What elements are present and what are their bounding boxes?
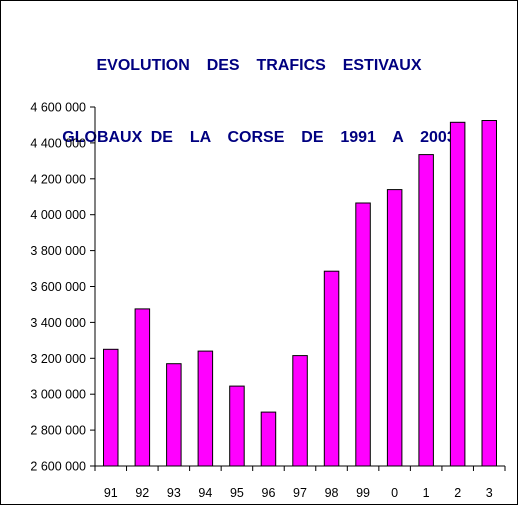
y-tick-label: 4 200 000 [30, 172, 86, 186]
bar-95 [229, 385, 245, 467]
bar-93 [166, 363, 182, 467]
x-tick-label: 98 [325, 486, 339, 500]
bar-2 [449, 121, 466, 467]
y-tick-label: 2 800 000 [30, 424, 86, 438]
bar-1 [418, 154, 434, 467]
bar-99 [355, 202, 371, 467]
y-tick-label: 3 400 000 [30, 316, 86, 330]
y-tick-label: 3 200 000 [30, 352, 86, 366]
x-tick-label: 96 [262, 486, 276, 500]
chart-title-line-1: EVOLUTION DES TRAFICS ESTIVAUX [96, 57, 422, 74]
x-tick-label: 91 [104, 486, 118, 500]
y-tick-label: 4 000 000 [30, 208, 86, 222]
bar-97 [292, 355, 308, 467]
y-tick-label: 2 600 000 [30, 460, 86, 474]
x-tick-label: 2 [454, 486, 461, 500]
x-tick-label: 99 [356, 486, 370, 500]
y-tick-label: 3 800 000 [30, 244, 86, 258]
bar-3 [481, 120, 497, 467]
bar-91 [103, 348, 119, 467]
y-tick-label: 4 400 000 [30, 136, 86, 150]
bar-98 [323, 270, 340, 467]
x-tick-label: 94 [198, 486, 212, 500]
x-tick-label: 3 [486, 486, 493, 500]
x-tick-label: 0 [391, 486, 398, 500]
chart-title-line-2: GLOBAUX DE LA CORSE DE 1991 A 2003 [62, 129, 456, 146]
y-tick-label: 4 600 000 [30, 101, 86, 115]
x-tick-label: 92 [135, 486, 149, 500]
chart-title: EVOLUTION DES TRAFICS ESTIVAUX GLOBAUX D… [0, 6, 518, 174]
x-tick-label: 95 [230, 486, 244, 500]
x-tick-label: 97 [293, 486, 307, 500]
bar-92 [134, 308, 151, 467]
x-tick-label: 93 [167, 486, 181, 500]
bar-94 [197, 350, 214, 467]
bar-0 [386, 189, 403, 467]
x-tick-label: 1 [423, 486, 430, 500]
y-tick-label: 3 600 000 [30, 280, 86, 294]
y-tick-label: 3 000 000 [30, 388, 86, 402]
bar-96 [260, 411, 277, 467]
